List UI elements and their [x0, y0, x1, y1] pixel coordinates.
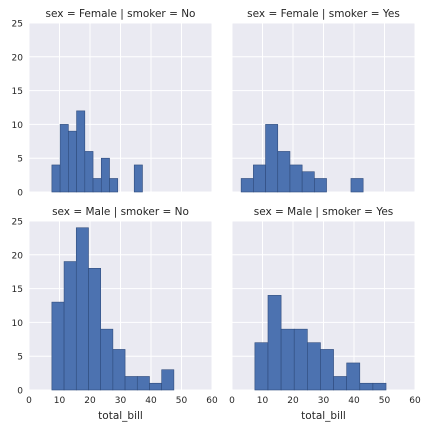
facet-title: sex = Female | smoker = No — [46, 8, 196, 20]
histogram-bar-3 — [265, 124, 279, 193]
x-tick-label-0: 0 — [26, 396, 32, 406]
facet-panel-4: sex = Male | smoker = Yes 0 10 20 30 40 50 60 to… — [229, 206, 421, 422]
histogram-bar-7 — [124, 376, 138, 391]
y-tick-label-2: 10 — [12, 319, 24, 329]
histogram-bar-7 — [314, 178, 327, 193]
y-tick-label-3: 15 — [12, 87, 23, 97]
x-tick-label-1: 10 — [257, 396, 269, 406]
histogram-bar-1 — [240, 178, 254, 193]
histogram-bar-3 — [75, 227, 89, 391]
histogram-bar-5 — [307, 342, 321, 391]
histogram-bar-9 — [359, 382, 374, 391]
histogram-bar-3 — [280, 328, 295, 391]
histogram-bar-11 — [133, 164, 143, 193]
histogram-bar-10 — [161, 369, 175, 391]
histogram-bar-4 — [76, 110, 86, 193]
histogram-bar-7 — [100, 157, 110, 193]
y-tick-label-4: 20 — [12, 53, 24, 63]
y-tick-label-3: 15 — [12, 285, 23, 295]
histogram-bar-4 — [88, 268, 101, 391]
histogram-bar-8 — [136, 376, 150, 391]
histogram-bar-3 — [68, 130, 77, 193]
histogram-bar-8 — [346, 362, 361, 391]
histogram-bar-2 — [267, 295, 282, 391]
histogram-bar-1 — [51, 164, 61, 193]
y-tick-label-5: 25 — [12, 20, 23, 30]
histogram-bar-2 — [59, 124, 69, 193]
x-tick-label-2: 20 — [84, 396, 96, 406]
facet-panel-1: sex = Female | smoker = No 0 5 10 15 20 25 — [12, 8, 213, 199]
x-tick-label-5: 50 — [176, 396, 188, 406]
facet-panel-2: sex = Female | smoker = Yes — [231, 8, 416, 193]
x-tick-label-1: 10 — [54, 396, 66, 406]
x-tick-label-3: 30 — [115, 396, 127, 406]
histogram-bar-1 — [254, 342, 269, 391]
histogram-bar-9 — [149, 382, 162, 391]
histogram-bar-6 — [92, 178, 102, 193]
histogram-bar-4 — [293, 328, 308, 391]
y-tick-label-0: 0 — [17, 189, 23, 199]
y-tick-label-1: 5 — [17, 353, 23, 363]
facet-title: sex = Male | smoker = No — [52, 206, 189, 218]
histogram-bar-6 — [320, 349, 334, 391]
histogram-bar-10 — [350, 178, 364, 193]
histogram-bar-8 — [109, 178, 119, 193]
histogram-bar-4 — [277, 151, 291, 193]
facet-panel-3: sex = Male | smoker = No 0 5 10 15 20 25 0 10 20 3… — [12, 206, 218, 422]
histogram-bar-2 — [63, 261, 77, 391]
y-tick-label-0: 0 — [17, 387, 23, 397]
histogram-bar-10 — [372, 382, 387, 391]
histogram-bar-2 — [253, 164, 266, 193]
histogram-bar-5 — [100, 328, 114, 391]
x-tick-label-6: 60 — [409, 396, 421, 406]
y-tick-label-1: 5 — [17, 155, 23, 165]
x-tick-label-4: 40 — [348, 396, 360, 406]
y-tick-label-5: 25 — [12, 218, 23, 228]
x-tick-label-0: 0 — [229, 396, 235, 406]
x-tick-label-4: 40 — [145, 396, 157, 406]
x-axis-label: total_bill — [98, 410, 143, 422]
y-tick-label-4: 20 — [12, 251, 24, 261]
x-tick-label-3: 30 — [318, 396, 330, 406]
x-tick-label-2: 20 — [287, 396, 299, 406]
x-tick-label-5: 50 — [379, 396, 391, 406]
histogram-bar-5 — [84, 151, 94, 193]
x-axis-label: total_bill — [301, 410, 346, 422]
facet-title: sex = Male | smoker = Yes — [254, 206, 394, 218]
facet-title: sex = Female | smoker = Yes — [247, 8, 400, 20]
histogram-bar-6 — [301, 171, 315, 193]
x-tick-label-6: 60 — [206, 396, 218, 406]
histogram-bar-5 — [289, 164, 303, 193]
y-tick-label-2: 10 — [12, 121, 24, 131]
histogram-bar-1 — [51, 301, 65, 391]
histogram-bar-6 — [112, 349, 126, 391]
histogram-bar-7 — [333, 376, 347, 391]
